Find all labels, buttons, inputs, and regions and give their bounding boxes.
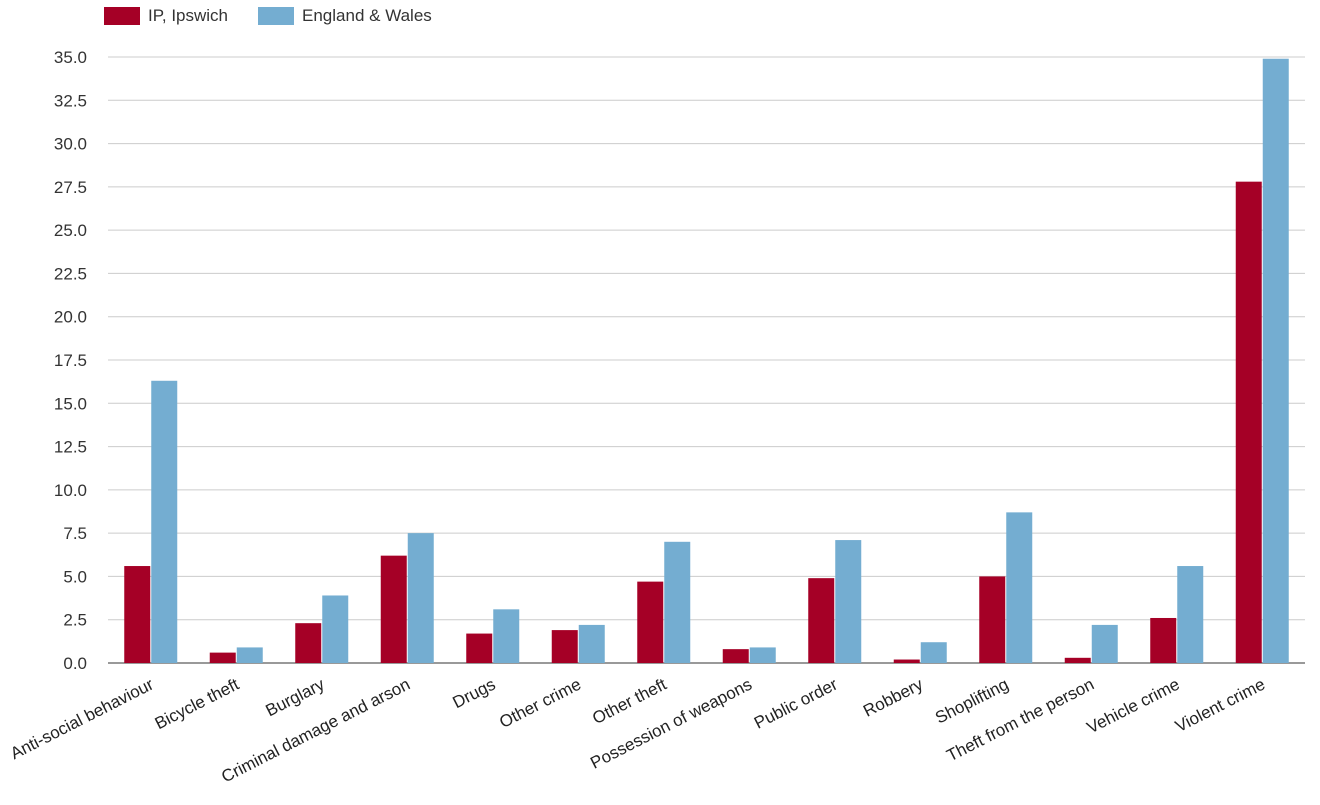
bar-england-wales (493, 609, 520, 663)
x-tick-label: Theft from the person (944, 675, 1097, 766)
x-tick-label: Drugs (450, 675, 499, 713)
legend-swatch-england-wales (258, 7, 295, 25)
y-tick-label: 25.0 (54, 221, 87, 240)
bar-ipswich (209, 652, 236, 663)
legend-label-ipswich: IP, Ipswich (148, 6, 229, 25)
legend-item-ipswich[interactable]: IP, Ipswich (104, 6, 228, 26)
y-tick-label: 0.0 (63, 654, 87, 673)
bar-ipswich (380, 555, 407, 663)
y-tick-label: 5.0 (63, 567, 87, 586)
bar-ipswich (466, 633, 493, 663)
bar-ipswich (893, 659, 920, 663)
bar-ipswich (295, 623, 322, 663)
bar-ipswich (722, 649, 749, 663)
legend-swatch-ipswich (104, 7, 140, 25)
bar-england-wales (1177, 566, 1204, 663)
bar-england-wales (749, 647, 776, 663)
x-tick-label: Robbery (860, 674, 926, 720)
x-tick-label: Public order (751, 674, 841, 732)
bar-ipswich (551, 630, 578, 663)
bar-ipswich (124, 566, 151, 663)
bar-england-wales (151, 380, 178, 663)
y-tick-label: 15.0 (54, 394, 87, 413)
bar-england-wales (578, 624, 605, 663)
legend-label-england-wales: England & Wales (302, 6, 432, 25)
x-tick-label: Vehicle crime (1084, 675, 1183, 738)
bar-ipswich (979, 576, 1006, 663)
bar-ipswich (808, 578, 835, 663)
x-tick-label: Violent crime (1172, 675, 1268, 736)
bar-england-wales (664, 541, 691, 663)
x-tick-label: Bicycle theft (152, 675, 243, 734)
y-tick-label: 22.5 (54, 264, 87, 283)
y-tick-label: 30.0 (54, 135, 87, 154)
bar-england-wales (407, 533, 434, 663)
bar-ipswich (637, 581, 664, 663)
bar-england-wales (322, 595, 349, 663)
x-tick-label: Possession of weapons (587, 675, 755, 773)
y-tick-label: 10.0 (54, 481, 87, 500)
y-tick-label: 35.0 (54, 48, 87, 67)
y-tick-label: 17.5 (54, 351, 87, 370)
x-tick-label: Anti-social behaviour (7, 674, 157, 763)
bar-england-wales (835, 540, 862, 663)
y-tick-label: 2.5 (63, 611, 87, 630)
y-tick-label: 27.5 (54, 178, 87, 197)
bar-ipswich (1150, 617, 1177, 663)
x-tick-label: Burglary (263, 674, 328, 720)
bar-england-wales (1091, 624, 1118, 663)
bar-england-wales (1006, 512, 1033, 663)
y-tick-label: 20.0 (54, 308, 87, 327)
y-tick-label: 7.5 (63, 524, 87, 543)
legend: IP, Ipswich England & Wales (104, 6, 432, 26)
y-tick-label: 32.5 (54, 91, 87, 110)
y-tick-label: 12.5 (54, 438, 87, 457)
bar-ipswich (1235, 181, 1262, 664)
legend-item-england-wales[interactable]: England & Wales (258, 6, 432, 26)
bar-england-wales (1262, 58, 1289, 663)
bar-england-wales (920, 642, 947, 663)
bar-ipswich (1064, 657, 1091, 663)
x-tick-label: Other crime (496, 675, 584, 732)
bar-england-wales (236, 647, 263, 663)
